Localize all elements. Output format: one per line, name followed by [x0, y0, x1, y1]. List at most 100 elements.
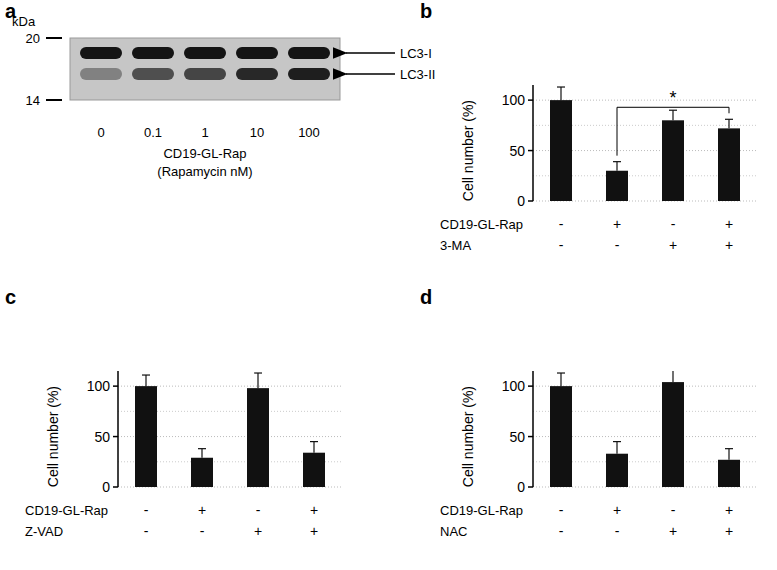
error-cap — [310, 441, 318, 442]
bar — [191, 458, 213, 487]
error-line — [728, 449, 729, 460]
band-arrow — [346, 73, 395, 75]
condition-sign: + — [198, 502, 206, 518]
bar — [606, 454, 628, 487]
blot-xlabel2: (Rapamycin nM) — [157, 164, 252, 179]
condition-sign: + — [725, 523, 733, 539]
lane-label: 10 — [250, 125, 264, 140]
condition-label: CD19-GL-Rap — [25, 503, 108, 518]
band — [236, 68, 278, 80]
y-tick — [113, 436, 118, 438]
band-label: LC3-I — [400, 46, 432, 61]
significance-label: * — [669, 88, 676, 108]
error-line — [560, 87, 561, 100]
condition-label: 3-MA — [440, 238, 471, 253]
band — [236, 47, 278, 59]
bar — [718, 128, 740, 201]
error-cap — [198, 448, 206, 449]
error-cap — [142, 374, 150, 375]
y-tick — [113, 486, 118, 488]
condition-sign: + — [725, 216, 733, 232]
error-cap — [557, 372, 565, 373]
panel-letter: c — [5, 286, 16, 308]
error-bar — [142, 375, 150, 386]
band — [288, 47, 330, 59]
band — [80, 68, 122, 80]
condition-sign: + — [725, 237, 733, 253]
error-bar — [613, 162, 621, 171]
panel-letter: d — [420, 286, 432, 308]
y-tick-label: 0 — [517, 479, 525, 495]
error-bar — [669, 110, 677, 120]
condition-label: CD19-GL-Rap — [440, 217, 523, 232]
error-line — [560, 373, 561, 386]
condition-label: CD19-GL-Rap — [440, 503, 523, 518]
y-axis-label: Cell number (%) — [460, 100, 476, 201]
bar — [135, 386, 157, 487]
band — [288, 68, 330, 80]
error-cap — [725, 448, 733, 449]
y-tick — [528, 385, 533, 387]
condition-sign: - — [615, 523, 620, 539]
error-bar — [198, 449, 206, 458]
y-tick — [528, 486, 533, 488]
bars — [135, 373, 325, 487]
band — [184, 47, 226, 59]
condition-sign: + — [613, 502, 621, 518]
error-line — [672, 371, 673, 382]
condition-sign: - — [559, 502, 564, 518]
lane-label: 0 — [97, 125, 104, 140]
bar — [718, 460, 740, 487]
y-tick — [113, 385, 118, 387]
lane-label: 1 — [201, 125, 208, 140]
error-bar — [669, 371, 677, 382]
blot-xlabel: CD19-GL-Rap — [163, 146, 246, 161]
band — [184, 68, 226, 80]
bar-panel: c050100Cell number (%)CD19-GL-Rap-+-+Z-V… — [5, 286, 342, 539]
error-bar — [310, 442, 318, 453]
unit-label: kDa — [12, 14, 36, 29]
y-tick-label: 0 — [517, 193, 525, 209]
error-line — [616, 162, 617, 171]
error-bar — [725, 449, 733, 460]
figure: akDa201400.1110100LC3-ILC3-IICD19-GL-Rap… — [0, 0, 777, 570]
error-bar — [557, 87, 565, 100]
error-line — [257, 373, 258, 388]
error-line — [145, 375, 146, 386]
bracket-line — [617, 107, 729, 155]
condition-sign: + — [310, 523, 318, 539]
y-tick-label: 50 — [94, 429, 110, 445]
condition-sign: - — [671, 216, 676, 232]
bar — [662, 120, 684, 201]
condition-sign: - — [559, 237, 564, 253]
condition-sign: + — [254, 523, 262, 539]
y-axis — [532, 371, 534, 487]
y-axis — [532, 85, 534, 201]
lane-label: 0.1 — [144, 125, 162, 140]
y-tick-label: 100 — [502, 378, 526, 394]
condition-sign: + — [310, 502, 318, 518]
bar — [606, 171, 628, 201]
condition-sign: + — [613, 216, 621, 232]
y-axis — [117, 371, 119, 487]
error-line — [728, 119, 729, 128]
lane-label: 100 — [298, 125, 320, 140]
marker-tick — [46, 99, 62, 101]
condition-sign: - — [200, 523, 205, 539]
blot-membrane — [70, 38, 340, 100]
error-cap — [613, 161, 621, 162]
marker-tick — [46, 37, 62, 39]
y-tick — [528, 150, 533, 152]
y-tick-label: 100 — [87, 378, 111, 394]
error-bar — [725, 119, 733, 128]
blot-panel: akDa201400.1110100LC3-ILC3-IICD19-GL-Rap… — [5, 0, 435, 179]
bar — [247, 388, 269, 487]
error-cap — [557, 86, 565, 87]
error-bar — [613, 442, 621, 454]
marker-label: 20 — [26, 31, 40, 46]
significance-bracket: * — [617, 88, 729, 155]
y-tick-label: 0 — [102, 479, 110, 495]
bar-panel: b050100Cell number (%)CD19-GL-Rap-+-+3-M… — [420, 0, 757, 253]
condition-label: NAC — [440, 524, 467, 539]
error-cap — [669, 110, 677, 111]
